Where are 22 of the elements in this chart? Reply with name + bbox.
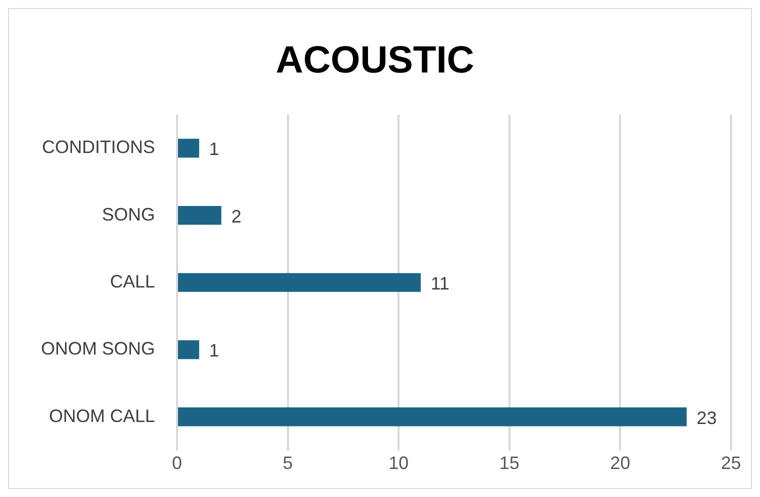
x-tick-label: 15 (499, 453, 520, 474)
y-tick-label: CALL (110, 271, 156, 292)
bar (178, 206, 222, 225)
data-label: 2 (231, 206, 242, 226)
data-label: 1 (209, 340, 220, 361)
x-tick-label: 25 (720, 453, 742, 474)
bar (178, 273, 421, 292)
bar (178, 340, 200, 360)
x-tick-label: 10 (388, 453, 409, 474)
y-tick-label: ONOM SONG (40, 338, 156, 359)
data-label: 11 (430, 273, 450, 294)
x-tick-label: 20 (610, 453, 630, 474)
y-tick-label: ONOM CALL (48, 406, 156, 426)
x-tick-label: 5 (282, 453, 293, 474)
x-tick-label: 0 (172, 453, 182, 474)
bar (178, 407, 687, 426)
y-tick-label: CONDITIONS (42, 137, 156, 158)
data-label: 23 (696, 408, 717, 428)
y-tick-label: SONG (102, 204, 156, 224)
bar (178, 138, 200, 158)
data-label: 1 (209, 139, 220, 160)
chart-title: ACOUSTIC (276, 39, 474, 82)
